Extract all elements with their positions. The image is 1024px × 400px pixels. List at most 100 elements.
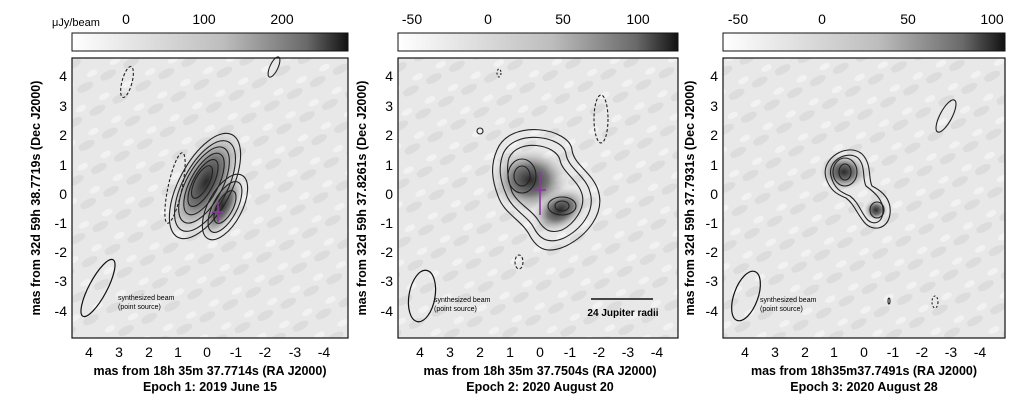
beam-label: (point source) bbox=[118, 304, 161, 311]
x-tick: -4 bbox=[318, 344, 331, 360]
x-tick: 0 bbox=[860, 344, 868, 360]
emission-blob bbox=[820, 154, 868, 190]
colorbar-tick: 200 bbox=[270, 11, 294, 27]
x-tick: 0 bbox=[203, 344, 211, 360]
contours bbox=[824, 99, 957, 309]
scale-bar-label: 24 Jupiter radii bbox=[587, 308, 658, 319]
y-tick: 2 bbox=[385, 127, 393, 143]
y-tick: -4 bbox=[55, 303, 68, 319]
x-tick: -3 bbox=[289, 344, 302, 360]
x-tick: -2 bbox=[916, 344, 929, 360]
y-tick: 4 bbox=[59, 68, 67, 84]
map-frame bbox=[722, 57, 1006, 339]
x-tick: 2 bbox=[801, 344, 809, 360]
x-tick: 1 bbox=[830, 344, 838, 360]
beam-label: (point source) bbox=[434, 306, 477, 313]
position-cross bbox=[534, 172, 546, 215]
y-tick: 2 bbox=[59, 127, 67, 143]
y-tick: -2 bbox=[381, 244, 394, 260]
y-tick: 0 bbox=[59, 186, 67, 202]
y-tick: -3 bbox=[706, 273, 719, 289]
y-tick: 1 bbox=[385, 157, 393, 173]
map-background bbox=[723, 58, 1005, 338]
x-tick: 4 bbox=[741, 344, 749, 360]
x-tick: 3 bbox=[115, 344, 123, 360]
colorbar-tick: 100 bbox=[192, 11, 216, 27]
x-tick: -1 bbox=[887, 344, 900, 360]
y-tick: 0 bbox=[710, 186, 718, 202]
contours bbox=[476, 68, 609, 270]
x-tick: 4 bbox=[85, 344, 93, 360]
y-tick: -3 bbox=[381, 273, 394, 289]
y-tick: -2 bbox=[706, 244, 719, 260]
x-tick: 3 bbox=[771, 344, 779, 360]
emission-blob bbox=[168, 127, 244, 237]
position-cross bbox=[212, 202, 224, 222]
x-ticks: 4 3 2 1 0 -1 -2 -3 -4 bbox=[85, 344, 330, 360]
x-tick: 0 bbox=[536, 344, 544, 360]
x-tick: 1 bbox=[174, 344, 182, 360]
y-tick: -2 bbox=[55, 244, 68, 260]
x-tick: -3 bbox=[945, 344, 958, 360]
colorbar bbox=[71, 32, 349, 52]
epoch-title: Epoch 1: 2019 June 15 bbox=[143, 380, 277, 394]
x-tick: -1 bbox=[564, 344, 577, 360]
x-axis-label: mas from 18h35m37.7491s (RA J2000) bbox=[751, 364, 977, 378]
colorbar-tick: 50 bbox=[555, 11, 571, 27]
epoch-title: Epoch 3: 2020 August 28 bbox=[790, 380, 938, 394]
map-frame bbox=[397, 57, 679, 339]
y-ticks: 4 3 2 1 0 -1 -2 -3 -4 bbox=[55, 68, 68, 319]
x-tick: 2 bbox=[476, 344, 484, 360]
contours bbox=[120, 56, 281, 241]
x-tick: -2 bbox=[593, 344, 606, 360]
colorbar-tick: 100 bbox=[980, 11, 1004, 27]
y-ticks: 4 3 2 1 0 -1 -2 -3 -4 bbox=[381, 68, 394, 319]
beam-label: synthesized beam bbox=[434, 297, 491, 304]
panel-epoch1: μJy/beam 0 100 200 synthesized beam bbox=[29, 11, 349, 394]
x-tick: -4 bbox=[974, 344, 987, 360]
synthesized-beam bbox=[731, 270, 761, 322]
y-tick: 2 bbox=[710, 127, 718, 143]
colorbar-tick: -50 bbox=[728, 11, 748, 27]
beam-label: (point source) bbox=[760, 306, 803, 313]
y-tick: -4 bbox=[706, 303, 719, 319]
colorbar-unit: μJy/beam bbox=[52, 17, 100, 29]
x-tick: 1 bbox=[506, 344, 514, 360]
y-tick: 4 bbox=[710, 68, 718, 84]
y-tick: 3 bbox=[385, 98, 393, 114]
x-tick: 3 bbox=[446, 344, 454, 360]
y-axis-label: mas from 32d 59h 37.7931s (Dec J2000) bbox=[683, 81, 697, 316]
x-ticks: 4 3 2 1 0 -1 -2 -3 -4 bbox=[741, 344, 986, 360]
y-axis-label: mas from 32d 59h 38.7719s (Dec J2000) bbox=[29, 81, 43, 316]
colorbar-tick: 50 bbox=[900, 11, 916, 27]
y-axis-label: mas from 32d 59h 37.8261s (Dec J2000) bbox=[355, 81, 369, 316]
y-tick: 3 bbox=[59, 98, 67, 114]
y-tick: 1 bbox=[59, 157, 67, 173]
epoch-title: Epoch 2: 2020 August 20 bbox=[466, 380, 614, 394]
synthesized-beam bbox=[80, 258, 116, 318]
map-frame bbox=[71, 57, 349, 339]
x-tick: -2 bbox=[259, 344, 272, 360]
x-tick: -3 bbox=[622, 344, 635, 360]
colorbar-tick: -50 bbox=[402, 11, 422, 27]
y-tick: 3 bbox=[710, 98, 718, 114]
y-ticks: 4 3 2 1 0 -1 -2 -3 -4 bbox=[706, 68, 719, 319]
synthesized-beam bbox=[407, 269, 437, 323]
x-ticks: 4 3 2 1 0 -1 -2 -3 -4 bbox=[416, 344, 663, 360]
y-tick: 0 bbox=[385, 186, 393, 202]
panel-epoch2: -50 0 50 100 synthesized beam (point sou… bbox=[355, 11, 679, 394]
colorbar-tick: 100 bbox=[626, 11, 650, 27]
beam-label: synthesized beam bbox=[118, 295, 175, 302]
y-tick: -3 bbox=[55, 273, 68, 289]
x-tick: -1 bbox=[230, 344, 243, 360]
y-tick: -1 bbox=[55, 215, 68, 231]
beam-label: synthesized beam bbox=[760, 297, 817, 304]
panel-epoch3: -50 0 50 100 synthesized beam (point sou… bbox=[683, 11, 1006, 394]
x-axis-label: mas from 18h 35m 37.7504s (RA J2000) bbox=[423, 364, 656, 378]
y-tick: 4 bbox=[385, 68, 393, 84]
colorbar-tick: 0 bbox=[818, 11, 826, 27]
colorbar-tick: 0 bbox=[122, 11, 130, 27]
y-tick: -1 bbox=[706, 215, 719, 231]
y-tick: -4 bbox=[381, 303, 394, 319]
colorbar-tick: 0 bbox=[484, 11, 492, 27]
